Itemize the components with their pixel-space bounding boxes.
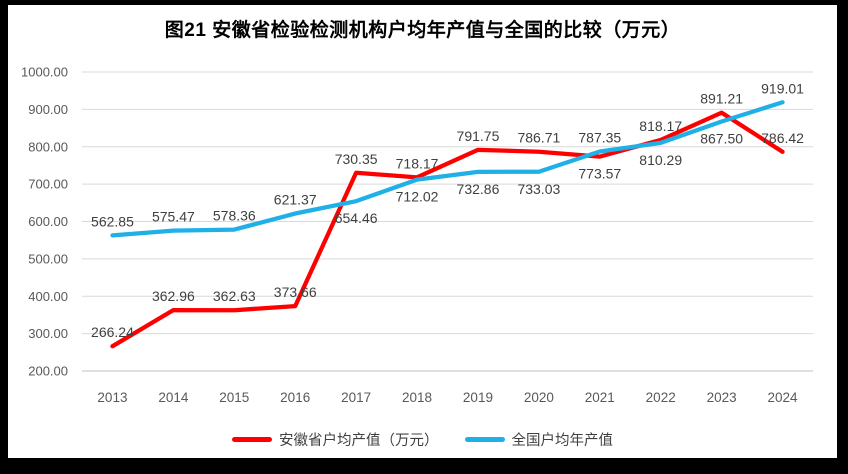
y-tick-label: 400.00 (28, 289, 68, 304)
data-label: 575.47 (152, 209, 195, 225)
legend-item-anhui: 安徽省户均产值（万元） (232, 429, 439, 450)
y-tick-label: 700.00 (28, 177, 68, 192)
data-label: 373.66 (274, 284, 317, 300)
x-tick-label: 2016 (280, 390, 310, 405)
y-tick-label: 200.00 (28, 364, 68, 379)
x-tick-label: 2019 (463, 390, 493, 405)
data-label: 891.21 (700, 91, 743, 107)
x-tick-label: 2022 (646, 390, 676, 405)
legend-label-anhui: 安徽省户均产值（万元） (279, 433, 439, 449)
data-label: 362.63 (213, 288, 256, 304)
data-label: 810.29 (639, 152, 682, 168)
data-label: 867.50 (700, 131, 743, 147)
data-label: 733.03 (517, 181, 560, 197)
x-tick-label: 2015 (219, 390, 249, 405)
legend-swatch-national (464, 437, 505, 442)
data-label: 791.75 (457, 128, 500, 144)
data-label: 786.71 (517, 130, 560, 146)
legend-item-national: 全国户均年产值 (464, 429, 614, 450)
y-tick-label: 600.00 (28, 214, 68, 229)
y-tick-label: 800.00 (28, 139, 68, 154)
series-line-anhui (110, 110, 785, 349)
data-label: 818.17 (639, 118, 682, 134)
data-label: 712.02 (396, 189, 439, 205)
data-label: 730.35 (335, 151, 378, 167)
chart-canvas: 图21 安徽省检验检测机构户均年产值与全国的比较（万元） 1000.00 900.… (8, 5, 837, 458)
data-label: 621.37 (274, 192, 317, 208)
x-tick-label: 2024 (768, 390, 799, 405)
legend-label-national: 全国户均年产值 (511, 433, 614, 449)
line-chart: 1000.00 900.00 800.00 700.00 600.00 500.00 400… (21, 65, 813, 405)
series-line-national (110, 100, 785, 238)
legend-swatch-anhui (232, 437, 272, 442)
data-label: 786.42 (761, 130, 804, 146)
x-tick-label: 2023 (707, 390, 737, 405)
data-label: 578.36 (213, 208, 256, 224)
x-tick-label: 2014 (158, 390, 189, 405)
data-label: 919.01 (761, 80, 804, 96)
y-tick-label: 300.00 (28, 326, 68, 341)
data-label: 787.35 (578, 129, 621, 145)
chart-title: 图21 安徽省检验检测机构户均年产值与全国的比较（万元） (164, 20, 681, 41)
x-tick-label: 2020 (524, 390, 554, 405)
data-label: 732.86 (457, 181, 500, 197)
data-label: 362.96 (152, 288, 195, 304)
x-tick-label: 2017 (341, 390, 371, 405)
y-tick-label: 900.00 (28, 102, 68, 117)
y-tick-label: 500.00 (28, 251, 68, 266)
data-label: 718.17 (396, 155, 439, 171)
legend: 安徽省户均产值（万元） 全国户均年产值 (8, 429, 837, 450)
data-label: 773.57 (578, 166, 621, 182)
data-label: 266.24 (91, 324, 134, 340)
x-tick-label: 2018 (402, 390, 432, 405)
x-tick-label: 2021 (585, 390, 615, 405)
data-label: 654.46 (335, 210, 378, 226)
y-tick-label: 1000.00 (21, 65, 68, 80)
data-label: 562.85 (91, 213, 134, 229)
x-tick-label: 2013 (97, 390, 127, 405)
